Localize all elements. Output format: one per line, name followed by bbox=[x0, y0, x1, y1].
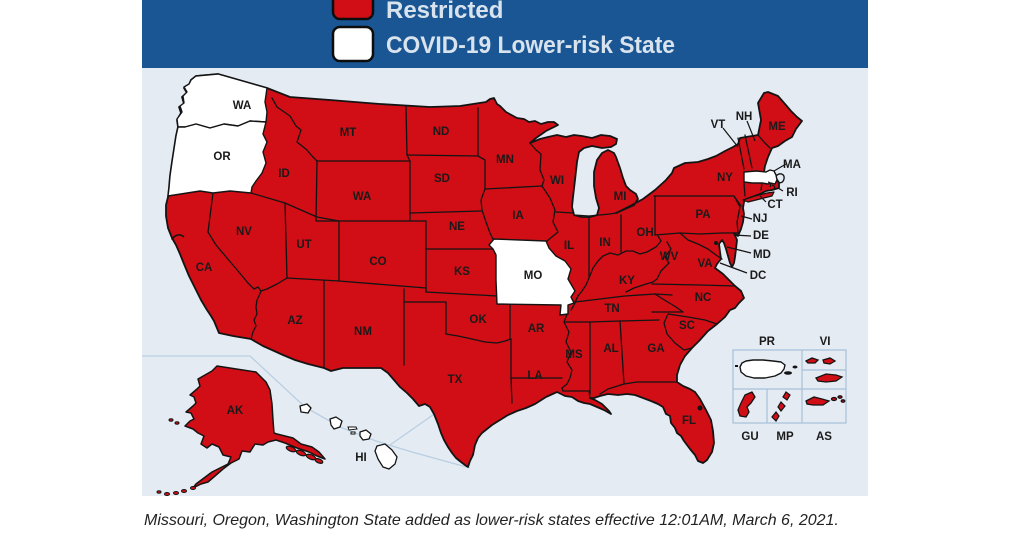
svg-text:AZ: AZ bbox=[287, 315, 302, 327]
svg-text:Missouri, Oregon, Washington S: Missouri, Oregon, Washington State added… bbox=[144, 512, 839, 529]
svg-text:ID: ID bbox=[278, 168, 290, 180]
svg-text:AS: AS bbox=[816, 431, 832, 443]
svg-text:WA: WA bbox=[233, 100, 252, 112]
svg-text:NY: NY bbox=[717, 172, 733, 184]
svg-text:OH: OH bbox=[636, 227, 653, 239]
svg-text:MA: MA bbox=[783, 159, 801, 171]
svg-text:SC: SC bbox=[679, 320, 695, 332]
svg-text:NC: NC bbox=[695, 292, 712, 304]
svg-text:Restricted: Restricted bbox=[386, 0, 503, 24]
svg-text:VA: VA bbox=[697, 258, 712, 270]
svg-text:IN: IN bbox=[599, 237, 611, 249]
svg-text:MS: MS bbox=[565, 349, 583, 361]
svg-text:PA: PA bbox=[695, 209, 710, 221]
svg-text:WI: WI bbox=[550, 175, 564, 187]
svg-text:ME: ME bbox=[768, 121, 786, 133]
svg-text:OR: OR bbox=[213, 151, 231, 163]
svg-text:NE: NE bbox=[449, 221, 465, 233]
svg-text:FL: FL bbox=[682, 415, 696, 427]
svg-text:WA: WA bbox=[353, 191, 372, 203]
svg-text:NJ: NJ bbox=[753, 213, 768, 225]
svg-text:VI: VI bbox=[820, 336, 831, 348]
svg-text:IA: IA bbox=[512, 210, 524, 222]
svg-text:NH: NH bbox=[736, 111, 753, 123]
svg-text:CO: CO bbox=[369, 256, 386, 268]
svg-text:TX: TX bbox=[448, 374, 463, 386]
svg-text:CT: CT bbox=[767, 199, 782, 211]
svg-text:MD: MD bbox=[753, 249, 771, 261]
svg-text:MO: MO bbox=[524, 270, 543, 282]
svg-text:IL: IL bbox=[564, 240, 574, 252]
svg-text:AR: AR bbox=[528, 323, 545, 335]
svg-text:AL: AL bbox=[603, 343, 618, 355]
svg-text:NM: NM bbox=[354, 326, 372, 338]
svg-text:OK: OK bbox=[469, 314, 487, 326]
svg-text:NV: NV bbox=[236, 226, 252, 238]
svg-text:PR: PR bbox=[759, 336, 776, 348]
svg-text:SD: SD bbox=[434, 173, 450, 185]
svg-text:KS: KS bbox=[454, 266, 470, 278]
svg-text:MP: MP bbox=[776, 431, 794, 443]
svg-text:DC: DC bbox=[750, 270, 767, 282]
svg-text:GA: GA bbox=[647, 343, 664, 355]
svg-text:MI: MI bbox=[614, 191, 627, 203]
svg-text:LA: LA bbox=[527, 370, 542, 382]
svg-text:HI: HI bbox=[355, 452, 367, 464]
svg-text:VT: VT bbox=[711, 119, 726, 131]
svg-text:MN: MN bbox=[496, 154, 514, 166]
svg-text:MT: MT bbox=[340, 127, 357, 139]
svg-text:UT: UT bbox=[296, 239, 311, 251]
svg-text:RI: RI bbox=[786, 187, 798, 199]
svg-text:COVID-19 Lower-risk State: COVID-19 Lower-risk State bbox=[386, 32, 675, 59]
svg-text:DE: DE bbox=[753, 230, 769, 242]
svg-text:KY: KY bbox=[619, 275, 635, 287]
svg-text:WV: WV bbox=[660, 251, 679, 263]
svg-text:AK: AK bbox=[227, 405, 244, 417]
svg-text:ND: ND bbox=[433, 126, 450, 138]
svg-text:GU: GU bbox=[741, 431, 758, 443]
svg-text:TN: TN bbox=[604, 303, 619, 315]
svg-text:CA: CA bbox=[196, 262, 213, 274]
